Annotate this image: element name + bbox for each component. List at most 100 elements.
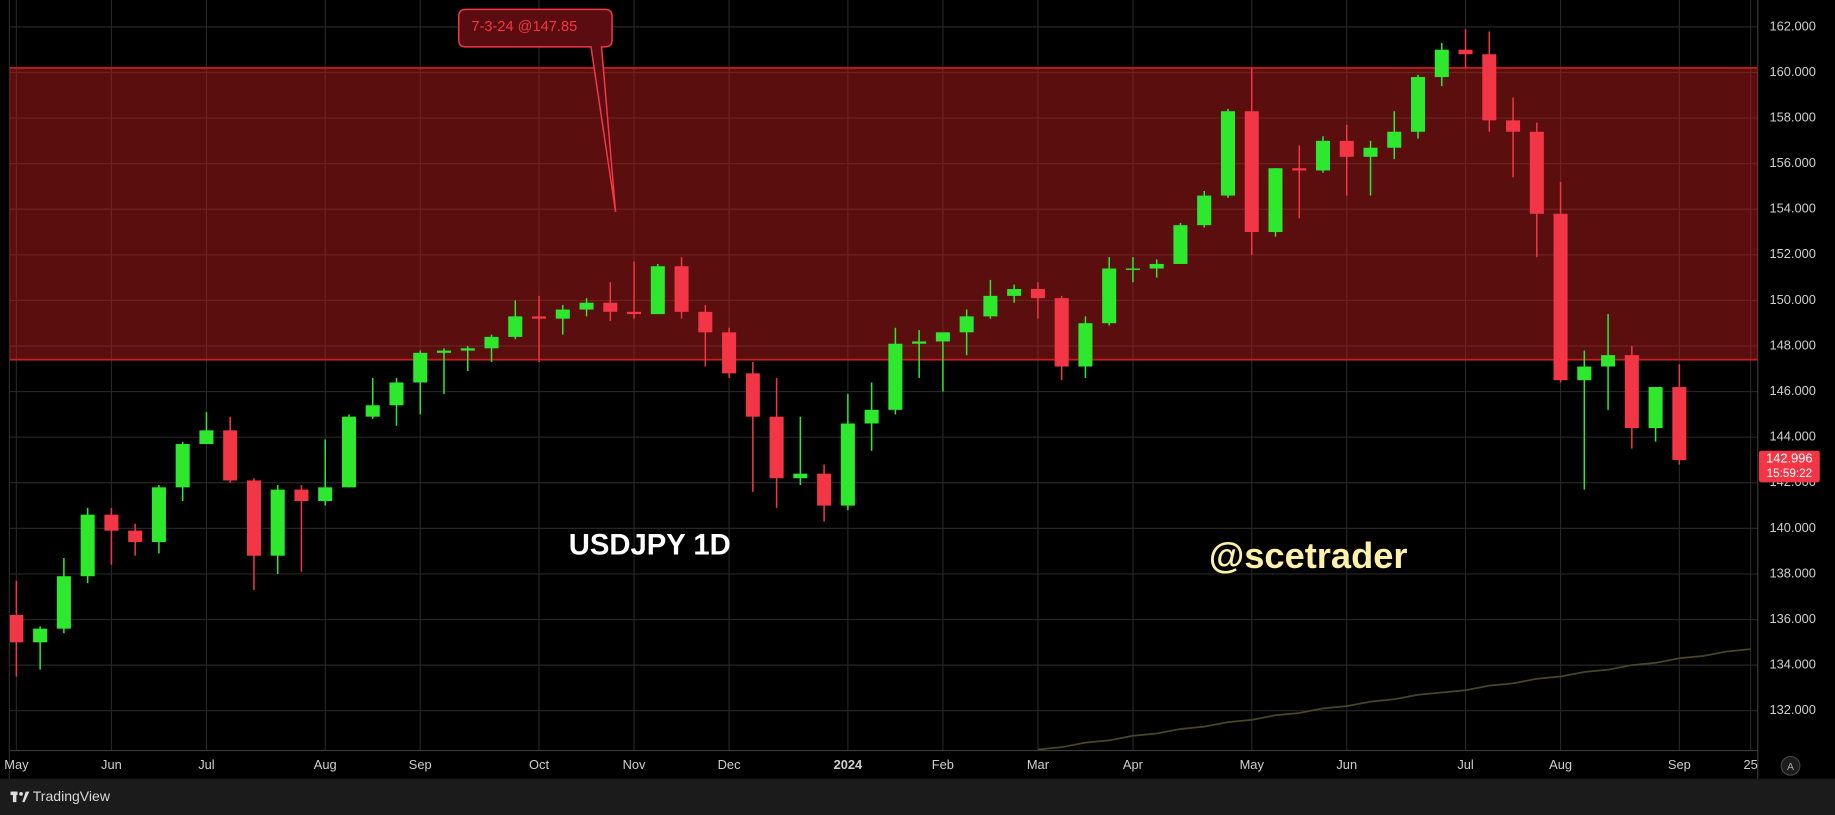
candle-body bbox=[1054, 298, 1069, 367]
candle-body bbox=[817, 473, 832, 506]
candle-body bbox=[1553, 213, 1568, 381]
candle-body bbox=[1387, 131, 1402, 148]
plot-area bbox=[9, 29, 1758, 751]
candle-body bbox=[1102, 268, 1117, 324]
candle-body bbox=[912, 341, 927, 344]
candle-body bbox=[460, 348, 475, 351]
x-tick-label: Mar bbox=[1027, 757, 1050, 772]
candle-body bbox=[1173, 225, 1188, 264]
candle-body bbox=[246, 480, 261, 556]
x-tick-label: Apr bbox=[1123, 757, 1144, 772]
candle-body bbox=[294, 489, 309, 502]
candle-body bbox=[151, 487, 166, 543]
candle-body bbox=[532, 316, 547, 319]
candle-body bbox=[650, 266, 665, 315]
candle-body bbox=[1434, 49, 1449, 78]
axes: 132.000134.000136.000138.000140.000142.0… bbox=[4, 18, 1820, 772]
candle-body bbox=[840, 423, 855, 506]
callout-shape bbox=[457, 8, 617, 213]
y-tick-label: 160.000 bbox=[1769, 64, 1815, 79]
scale-button-label[interactable]: A bbox=[1787, 761, 1794, 773]
candle-body bbox=[1078, 323, 1093, 367]
trend-line bbox=[1037, 648, 1751, 751]
x-tick-label: May bbox=[1240, 757, 1265, 772]
candle-body bbox=[627, 311, 642, 315]
y-tick-label: 140.000 bbox=[1769, 520, 1815, 535]
candle-body bbox=[959, 316, 974, 333]
x-tick-label: Aug bbox=[1549, 757, 1572, 772]
tradingview-logo bbox=[10, 791, 30, 803]
candle-body bbox=[1007, 289, 1022, 296]
candle-body bbox=[1315, 140, 1331, 171]
y-tick-label: 146.000 bbox=[1769, 383, 1815, 398]
candle-body bbox=[175, 444, 190, 488]
x-tick-label: Jul bbox=[198, 757, 214, 772]
candle-body bbox=[722, 332, 737, 374]
annotation-callout: 7-3-24 @147.85 bbox=[457, 8, 617, 213]
x-tick-label: Sep bbox=[1668, 757, 1691, 772]
candle-body bbox=[413, 352, 428, 383]
candle-body bbox=[674, 266, 689, 312]
x-tick-label: Nov bbox=[623, 757, 646, 772]
candle-body bbox=[698, 311, 713, 333]
footer-brand: TradingView bbox=[33, 788, 111, 804]
candle-body bbox=[1529, 131, 1544, 214]
candle-body bbox=[1506, 120, 1521, 132]
footer-bar bbox=[0, 778, 1835, 815]
candle-body bbox=[769, 416, 784, 479]
candle-body bbox=[33, 628, 48, 643]
candle-body bbox=[983, 295, 998, 317]
logo-part bbox=[19, 792, 23, 796]
candle-body bbox=[1672, 387, 1687, 460]
x-tick-label: Sep bbox=[409, 757, 432, 772]
candle-body bbox=[555, 309, 570, 319]
candle-body bbox=[935, 332, 950, 342]
candle-body bbox=[864, 409, 879, 424]
candle-body bbox=[128, 530, 143, 543]
x-tick-label: 25 bbox=[1743, 757, 1757, 772]
price-tag bbox=[1758, 450, 1820, 483]
candle-body bbox=[1411, 77, 1426, 132]
candle-body bbox=[1339, 140, 1354, 157]
y-tick-label: 132.000 bbox=[1769, 702, 1815, 717]
candle-body bbox=[603, 302, 618, 312]
y-tick-label: 150.000 bbox=[1769, 292, 1815, 307]
candle-body bbox=[1577, 366, 1592, 381]
x-tick-label: Aug bbox=[314, 757, 337, 772]
y-tick-label: 144.000 bbox=[1769, 429, 1815, 444]
candle-body bbox=[436, 350, 452, 353]
candle-body bbox=[888, 343, 903, 410]
y-tick-label: 158.000 bbox=[1769, 109, 1815, 124]
x-tick-label: May bbox=[4, 757, 29, 772]
y-tick-label: 138.000 bbox=[1769, 565, 1815, 580]
candle-body bbox=[1624, 355, 1639, 429]
y-tick-label: 156.000 bbox=[1769, 155, 1815, 170]
x-tick-label: Dec bbox=[718, 757, 741, 772]
candle-body bbox=[579, 302, 594, 310]
candle-body bbox=[341, 416, 356, 488]
chart-title: USDJPY 1D bbox=[569, 530, 731, 562]
candle-body bbox=[484, 336, 499, 349]
x-tick-label: Jun bbox=[1336, 757, 1357, 772]
y-tick-label: 154.000 bbox=[1769, 201, 1815, 216]
x-tick-label: Jun bbox=[101, 757, 122, 772]
candle-body bbox=[1648, 387, 1663, 429]
x-tick-label: Feb bbox=[932, 757, 954, 772]
y-tick-label: 152.000 bbox=[1769, 246, 1815, 261]
candle-body bbox=[1458, 49, 1473, 55]
candle-body bbox=[1125, 268, 1140, 270]
candle-body bbox=[104, 514, 119, 531]
scale-button[interactable] bbox=[1780, 755, 1801, 776]
candle-body bbox=[1482, 54, 1497, 121]
y-tick-label: 136.000 bbox=[1769, 611, 1815, 626]
candle-body bbox=[389, 382, 404, 406]
candle-body bbox=[793, 473, 808, 479]
candle-body bbox=[80, 514, 95, 577]
candle-body bbox=[9, 614, 24, 643]
price-tag-countdown: 15:59:22 bbox=[1767, 467, 1812, 480]
watermark: @scetrader bbox=[1209, 535, 1408, 576]
candle-body bbox=[1220, 111, 1235, 196]
